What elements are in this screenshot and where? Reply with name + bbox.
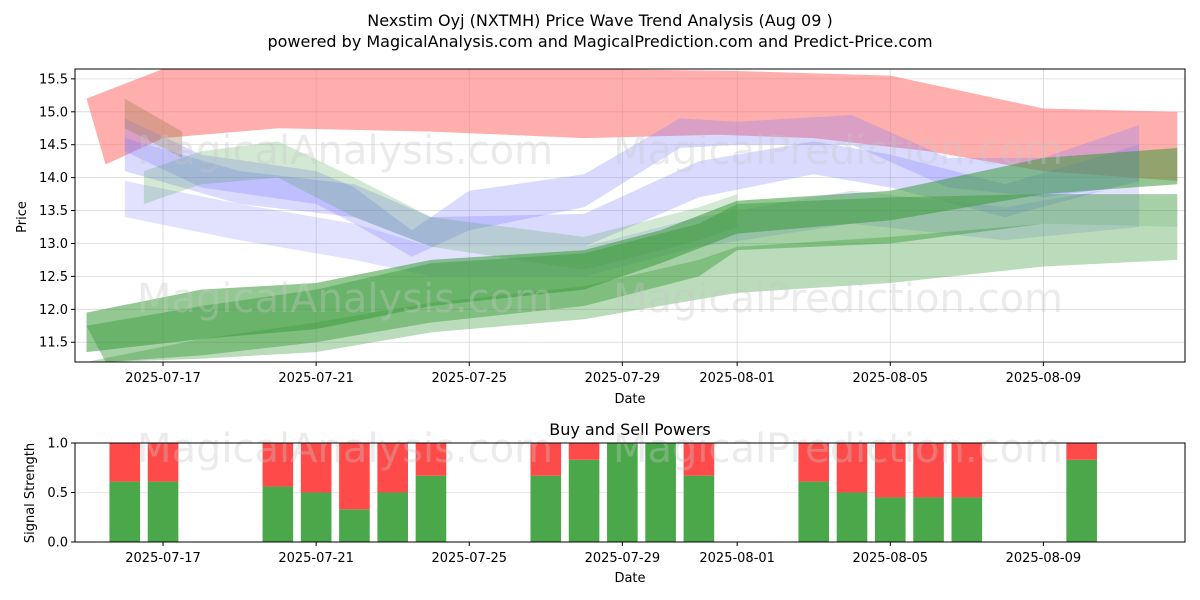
buy-bar [874,497,906,542]
price-y-ticks: 11.5 12.0 12.5 13.0 13.5 14.0 14.5 15.0 15.5 [39,72,75,351]
signal-x-tick-label: 2025-08-05 [852,551,928,566]
price-y-tick-label: 15.5 [39,72,68,87]
signal-title: Buy and Sell Powers [549,420,711,439]
price-y-tick-label: 13.5 [39,204,68,219]
price-bands [86,69,1178,362]
price-panel: MagicalAnalysis.com MagicalPrediction.co… [15,68,1186,407]
sell-bar [339,443,370,510]
buy-bar [798,481,830,542]
signal-y-label: Signal Strength [23,443,38,543]
signal-x-ticks: 2025-07-17 2025-07-21 2025-07-25 2025-07-29… [125,542,1081,566]
buy-bar [339,509,370,542]
price-x-tick-label: 2025-07-21 [278,371,354,386]
signal-x-tick-label: 2025-08-01 [699,551,775,566]
green-band-2 [86,194,1178,362]
signal-bars [109,443,1097,542]
buy-bar [951,497,983,542]
price-x-label: Date [614,392,645,407]
price-y-tick-label: 11.5 [39,336,68,351]
price-y-tick-label: 15.0 [39,105,68,120]
price-y-tick-label: 14.5 [39,138,68,153]
buy-bar [377,492,408,542]
sell-bar [874,443,906,498]
buy-bar [262,486,294,542]
chart-subtitle: powered by MagicalAnalysis.com and Magic… [267,32,932,51]
signal-x-label: Date [614,571,645,586]
price-y-tick-label: 12.0 [39,303,68,318]
price-x-tick-label: 2025-08-09 [1006,371,1082,386]
sell-bar [1066,443,1097,460]
price-y-tick-label: 12.5 [39,270,68,285]
watermark-analysis-top: MagicalAnalysis.com [137,128,553,174]
signal-x-tick-label: 2025-08-09 [1006,551,1082,566]
buy-bar [300,492,332,542]
price-x-tick-label: 2025-07-25 [431,371,507,386]
price-y-tick-label: 13.0 [39,237,68,252]
sell-bar [147,443,179,482]
sell-bar [262,443,294,487]
signal-x-tick-label: 2025-07-17 [125,551,201,566]
sell-bar [300,443,332,493]
buy-bar [415,475,447,542]
watermark-analysis-mid: MagicalAnalysis.com [137,276,553,322]
sell-bar [836,443,868,493]
price-watermarks: MagicalAnalysis.com MagicalPrediction.co… [137,128,1063,322]
blue-band-2 [124,138,1140,247]
sell-bar [109,443,141,482]
price-y-label: Price [15,201,30,233]
watermark-prediction-mid: MagicalPrediction.com [613,276,1063,322]
chart-title: Nexstim Oyj (NXTMH) Price Wave Trend Ana… [367,11,832,30]
signal-y-tick-label: 0.5 [47,486,68,501]
buy-bar [645,443,676,542]
watermark-analysis-bottom: MagicalAnalysis.com [137,426,553,472]
sell-bar [913,443,944,498]
sell-bar [530,443,562,476]
watermark-prediction-top: MagicalPrediction.com [613,128,1063,174]
sell-bar [568,443,600,460]
buy-bar [568,459,600,542]
sell-bar [415,443,447,476]
green-band-4 [143,141,738,270]
buy-bar [683,475,715,542]
tan-band [124,98,183,158]
sell-bar [951,443,983,498]
signal-watermarks: MagicalAnalysis.com MagicalPrediction.co… [137,426,1063,472]
price-x-tick-label: 2025-07-29 [585,371,661,386]
buy-bar [836,492,868,542]
price-x-tick-label: 2025-08-01 [699,371,775,386]
signal-panel: Buy and Sell Powers MagicalAnalysis.com … [23,420,1186,586]
red-band [86,69,1178,181]
watermark-prediction-bottom: MagicalPrediction.com [613,426,1063,472]
signal-y-tick-label: 0.0 [47,536,68,551]
buy-bar [913,497,944,542]
price-x-tick-label: 2025-07-17 [125,371,201,386]
sell-bar [683,443,715,476]
buy-bar [109,481,141,542]
signal-x-tick-label: 2025-07-29 [585,551,661,566]
blue-band-1 [124,115,1140,257]
price-y-tick-label: 14.0 [39,171,68,186]
buy-bar [607,443,638,542]
signal-y-tick-label: 1.0 [47,437,68,452]
buy-bar [147,481,179,542]
signal-y-ticks: 0.0 0.5 1.0 [47,437,75,551]
price-x-tick-label: 2025-08-05 [852,371,928,386]
sell-bar [377,443,408,493]
green-band-1 [86,148,1178,353]
price-axes-frame [74,68,1186,363]
sell-bar [798,443,830,482]
buy-bar [530,475,562,542]
signal-x-tick-label: 2025-07-21 [278,551,354,566]
green-band-3 [86,223,1178,362]
signal-x-tick-label: 2025-07-25 [431,551,507,566]
buy-bar [1066,459,1097,542]
price-x-ticks: 2025-07-17 2025-07-21 2025-07-25 2025-07-29… [125,362,1081,386]
